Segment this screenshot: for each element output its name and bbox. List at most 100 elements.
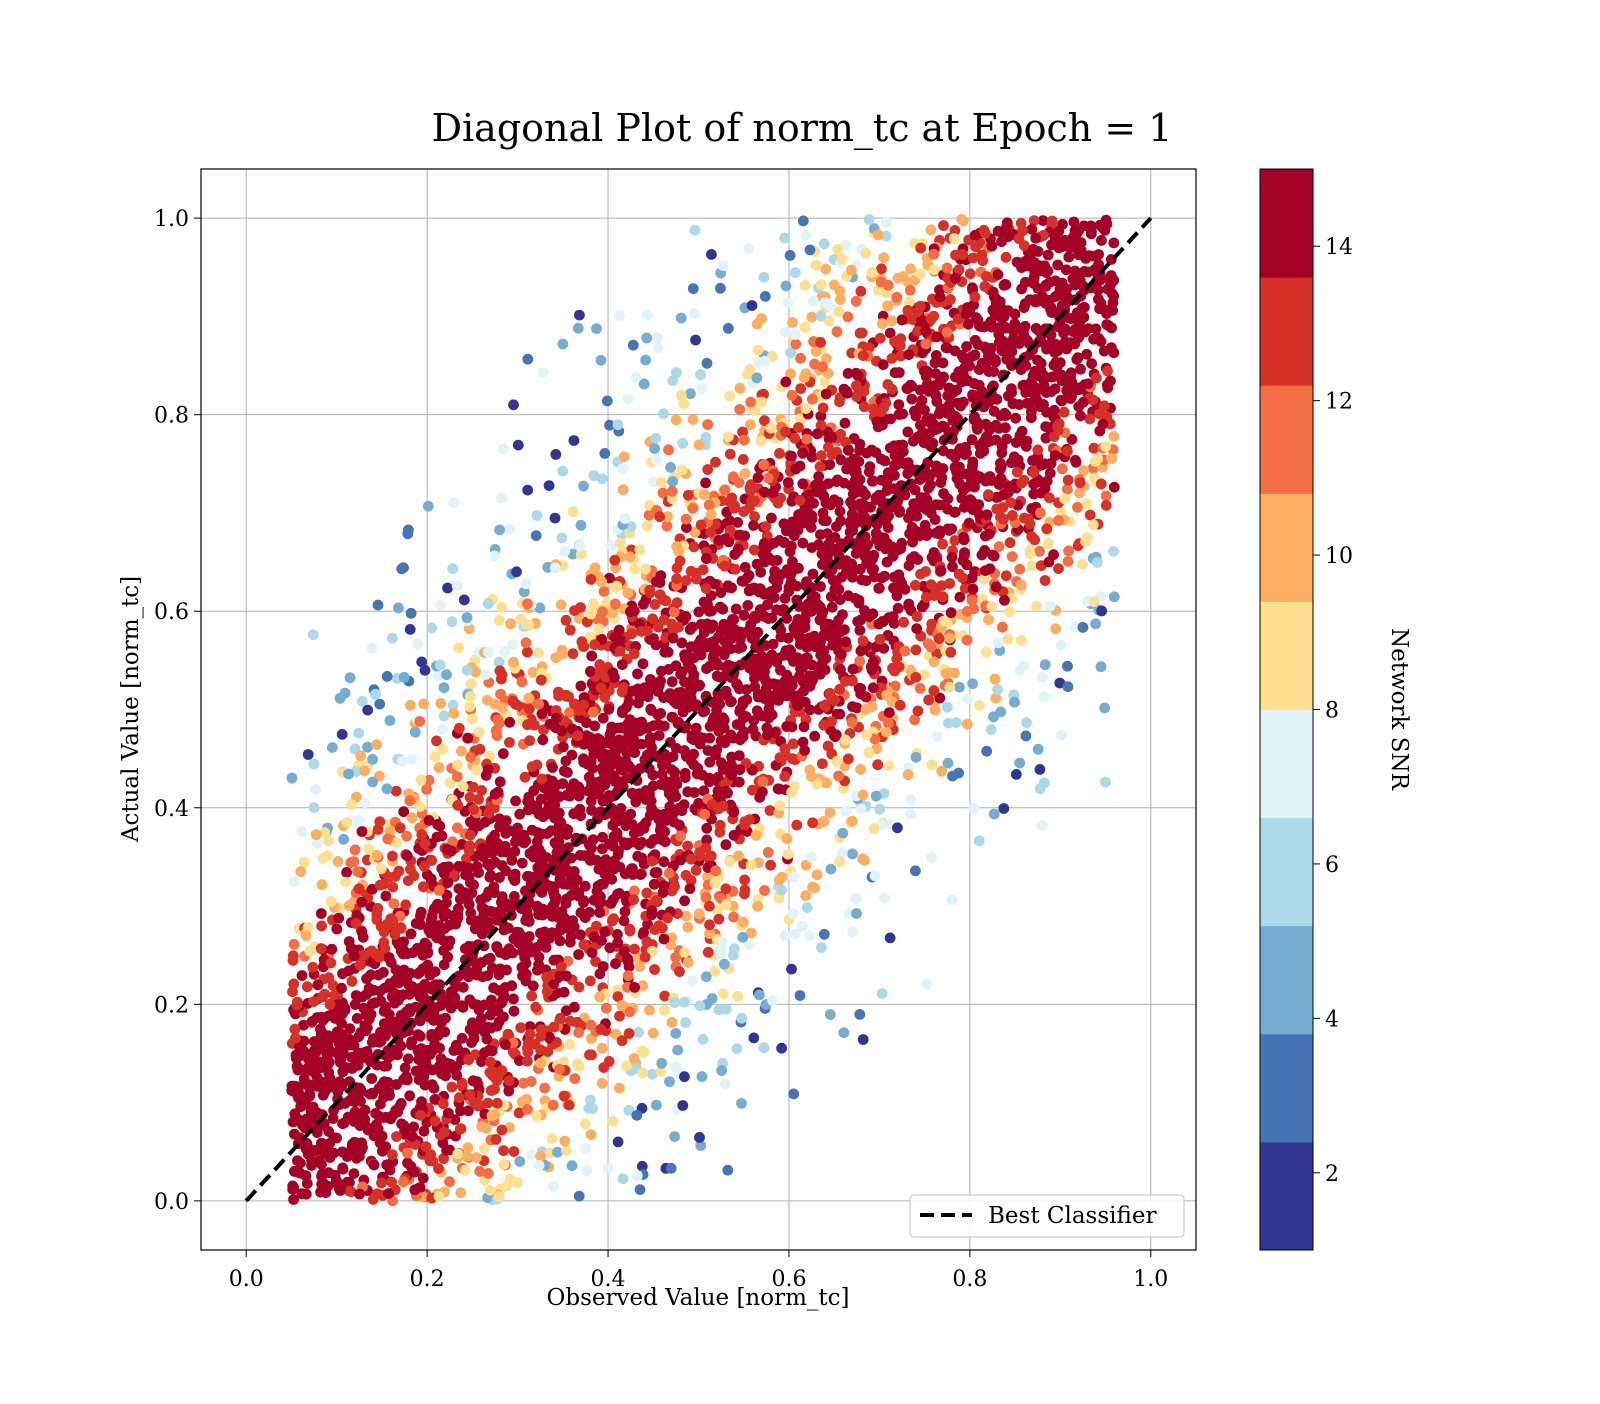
scatter-point: [387, 1149, 398, 1160]
scatter-point: [610, 958, 621, 969]
scatter-point: [988, 305, 999, 316]
scatter-point: [595, 667, 606, 678]
scatter-point: [316, 921, 327, 932]
scatter-point: [682, 841, 693, 852]
scatter-point: [493, 787, 504, 798]
scatter-point: [526, 991, 537, 1002]
scatter-point: [547, 762, 558, 773]
scatter-point: [672, 1045, 683, 1056]
scatter-point: [997, 622, 1008, 633]
scatter-point: [494, 615, 505, 626]
scatter-point: [522, 1047, 533, 1058]
scatter-point: [911, 672, 922, 683]
scatter-point: [676, 313, 687, 324]
scatter-point: [553, 691, 564, 702]
scatter-point: [1040, 659, 1051, 670]
scatter-point: [1021, 717, 1032, 728]
scatter-point: [411, 1066, 422, 1077]
scatter-point: [472, 861, 483, 872]
scatter-point: [893, 273, 904, 284]
scatter-point: [851, 380, 862, 391]
scatter-point: [585, 666, 596, 677]
scatter-point: [870, 871, 881, 882]
scatter-point: [804, 930, 815, 941]
scatter-point: [687, 975, 698, 986]
scatter-point: [868, 564, 879, 575]
scatter-point: [832, 756, 843, 767]
scatter-point: [623, 588, 634, 599]
scatter-point: [344, 900, 355, 911]
scatter-point: [1105, 376, 1116, 387]
scatter-point: [465, 752, 476, 763]
scatter-point: [649, 443, 660, 454]
scatter-point: [440, 1013, 451, 1024]
scatter-point: [640, 355, 651, 366]
scatter-point: [905, 285, 916, 296]
scatter-point: [374, 699, 385, 710]
scatter-point: [779, 771, 790, 782]
scatter-point: [653, 342, 664, 353]
scatter-point: [382, 671, 393, 682]
scatter-point: [974, 700, 985, 711]
scatter-point: [946, 607, 957, 618]
scatter-point: [977, 255, 988, 266]
scatter-point: [501, 1181, 512, 1192]
scatter-point: [732, 991, 743, 1002]
scatter-point: [425, 970, 436, 981]
scatter-point: [343, 769, 354, 780]
scatter-point: [946, 449, 957, 460]
scatter-point: [406, 608, 417, 619]
scatter-point: [580, 1143, 591, 1154]
scatter-point: [1086, 358, 1097, 369]
scatter-point: [759, 272, 770, 283]
scatter-point: [362, 705, 373, 716]
scatter-point: [641, 888, 652, 899]
scatter-point: [795, 990, 806, 1001]
scatter-point: [1018, 661, 1029, 672]
scatter-point: [642, 521, 653, 532]
scatter-point: [855, 804, 866, 815]
scatter-point: [1021, 255, 1032, 266]
scatter-point: [618, 1173, 629, 1184]
scatter-point: [905, 794, 916, 805]
scatter-point: [930, 358, 941, 369]
scatter-point: [659, 934, 670, 945]
scatter-point: [707, 993, 718, 1004]
scatter-point: [337, 1163, 348, 1174]
scatter-point: [985, 317, 996, 328]
scatter-point: [807, 394, 818, 405]
scatter-point: [699, 489, 710, 500]
scatter-point: [685, 388, 696, 399]
scatter-point: [761, 659, 772, 670]
scatter-point: [455, 1124, 466, 1135]
scatter-point: [677, 438, 688, 449]
scatter-point: [589, 721, 600, 732]
scatter-point: [558, 466, 569, 477]
scatter-point: [775, 665, 786, 676]
scatter-point: [715, 283, 726, 294]
scatter-point: [783, 297, 794, 308]
scatter-point: [958, 397, 969, 408]
scatter-point: [610, 632, 621, 643]
scatter-point: [785, 521, 796, 532]
scatter-point: [1102, 366, 1113, 377]
scatter-point: [489, 551, 500, 562]
scatter-point: [930, 368, 941, 379]
scatter-point: [376, 863, 387, 874]
scatter-point: [797, 448, 808, 459]
scatter-point: [968, 584, 979, 595]
scatter-point: [620, 868, 631, 879]
scatter-point: [656, 779, 667, 790]
scatter-point: [931, 331, 942, 342]
scatter-point: [295, 866, 306, 877]
scatter-point: [1043, 250, 1054, 261]
scatter-point: [864, 747, 875, 758]
scatter-point: [1020, 321, 1031, 332]
scatter-point: [528, 852, 539, 863]
scatter-point: [586, 796, 597, 807]
scatter-point: [498, 995, 509, 1006]
scatter-point: [1028, 489, 1039, 500]
scatter-point: [688, 673, 699, 684]
scatter-point: [829, 280, 840, 291]
scatter-point: [722, 788, 733, 799]
